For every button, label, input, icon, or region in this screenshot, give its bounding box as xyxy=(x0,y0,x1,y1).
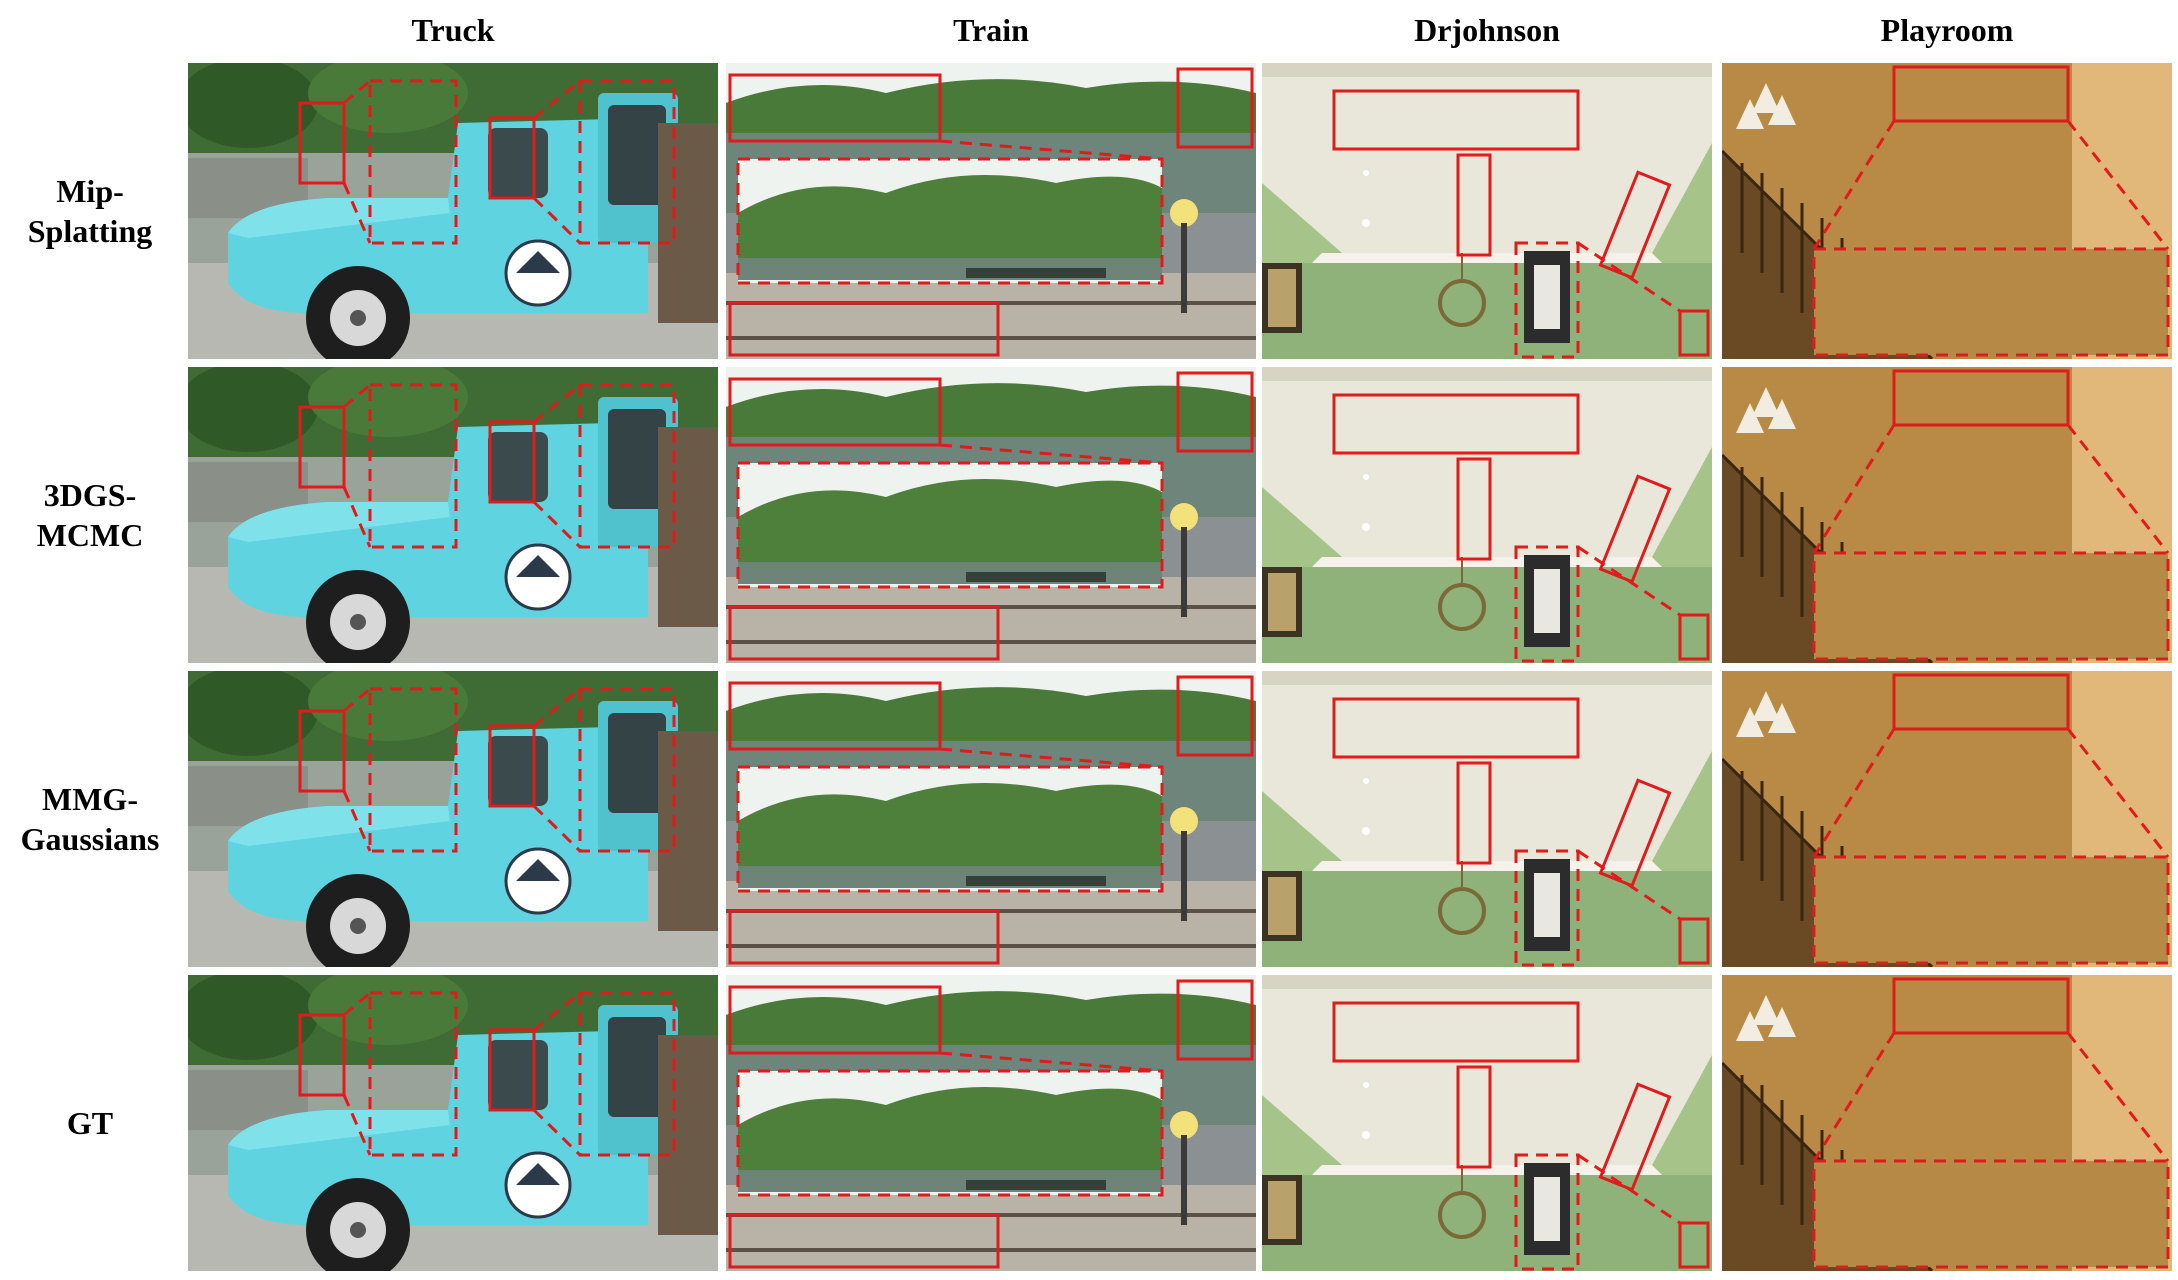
playroom-scene-image xyxy=(1722,63,2172,359)
drjohnson-scene-image xyxy=(1262,671,1712,967)
image-playroom-gt xyxy=(1722,975,2172,1271)
row-label-text: 3DGS- MCMC xyxy=(36,477,144,553)
column-title-truck: Truck xyxy=(411,12,495,48)
image-playroom-mmg-gaussians xyxy=(1722,671,2172,967)
row-label-text: Mip- Splatting xyxy=(27,173,153,249)
row-label-3dgs-mcmc: 3DGS- MCMC xyxy=(0,367,180,663)
row-label-text: MMG- Gaussians xyxy=(20,781,160,857)
train-scene-image xyxy=(726,63,1256,359)
truck-scene-image xyxy=(188,367,718,663)
image-truck-mip-splatting xyxy=(188,63,718,359)
column-title-train: Train xyxy=(953,12,1029,48)
row-label-mmg-gaussians: MMG- Gaussians xyxy=(0,671,180,967)
image-drjohnson-gt xyxy=(1262,975,1712,1271)
image-drjohnson-mip-splatting xyxy=(1262,63,1712,359)
truck-scene-image xyxy=(188,63,718,359)
image-train-mmg-gaussians xyxy=(726,671,1256,967)
drjohnson-scene-image xyxy=(1262,63,1712,359)
image-train-gt xyxy=(726,975,1256,1271)
playroom-scene-image xyxy=(1722,671,2172,967)
image-playroom-mip-splatting xyxy=(1722,63,2172,359)
image-drjohnson-3dgs-mcmc xyxy=(1262,367,1712,663)
image-truck-3dgs-mcmc xyxy=(188,367,718,663)
train-scene-image xyxy=(726,367,1256,663)
image-train-mip-splatting xyxy=(726,63,1256,359)
row-label-mip-splatting: Mip- Splatting xyxy=(0,63,180,359)
column-title-playroom: Playroom xyxy=(1880,12,2014,48)
truck-scene-image xyxy=(188,671,718,967)
train-scene-image xyxy=(726,671,1256,967)
train-scene-image xyxy=(726,975,1256,1271)
image-playroom-3dgs-mcmc xyxy=(1722,367,2172,663)
column-title-drjohnson: Drjohnson xyxy=(1414,12,1560,48)
row-label-gt: GT xyxy=(0,975,180,1271)
image-train-3dgs-mcmc xyxy=(726,367,1256,663)
image-truck-gt xyxy=(188,975,718,1271)
drjohnson-scene-image xyxy=(1262,367,1712,663)
image-truck-mmg-gaussians xyxy=(188,671,718,967)
playroom-scene-image xyxy=(1722,367,2172,663)
drjohnson-scene-image xyxy=(1262,975,1712,1271)
truck-scene-image xyxy=(188,975,718,1271)
playroom-scene-image xyxy=(1722,975,2172,1271)
row-label-text: GT xyxy=(66,1105,114,1141)
image-drjohnson-mmg-gaussians xyxy=(1262,671,1712,967)
